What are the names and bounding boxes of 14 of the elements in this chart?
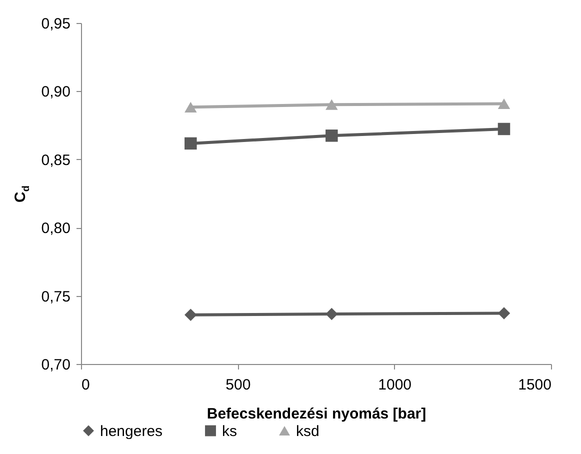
y-tick-label: 0,80 xyxy=(41,220,70,238)
y-tick-label: 0,75 xyxy=(41,288,70,306)
y-tick-label: 0,70 xyxy=(41,356,70,374)
legend-label: ksd xyxy=(296,422,320,440)
legend-label: hengeres xyxy=(100,422,163,440)
x-tick-label: 1000 xyxy=(378,376,412,394)
legend-label: ks xyxy=(222,422,237,440)
y-tick-label: 0,90 xyxy=(41,84,70,101)
x-tick-label: 0 xyxy=(82,376,90,394)
x-axis-title: Befecskendezési nyomás [bar] xyxy=(206,406,426,422)
y-tick-label: 0,95 xyxy=(41,16,70,32)
x-tick-label: 500 xyxy=(226,376,251,394)
x-tick-label: 1500 xyxy=(518,376,552,394)
y-tick-label: 0,85 xyxy=(41,152,70,169)
